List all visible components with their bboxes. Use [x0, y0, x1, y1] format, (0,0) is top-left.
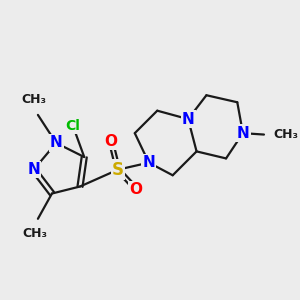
- Text: O: O: [104, 134, 117, 149]
- Text: N: N: [27, 162, 40, 177]
- Text: N: N: [50, 136, 62, 151]
- Text: S: S: [112, 161, 124, 179]
- Text: CH₃: CH₃: [21, 93, 46, 106]
- Text: CH₃: CH₃: [274, 128, 299, 141]
- Text: N: N: [182, 112, 194, 127]
- Text: CH₃: CH₃: [22, 227, 48, 240]
- Text: O: O: [130, 182, 143, 197]
- Text: N: N: [236, 126, 249, 141]
- Text: N: N: [142, 155, 155, 170]
- Text: Cl: Cl: [66, 119, 80, 133]
